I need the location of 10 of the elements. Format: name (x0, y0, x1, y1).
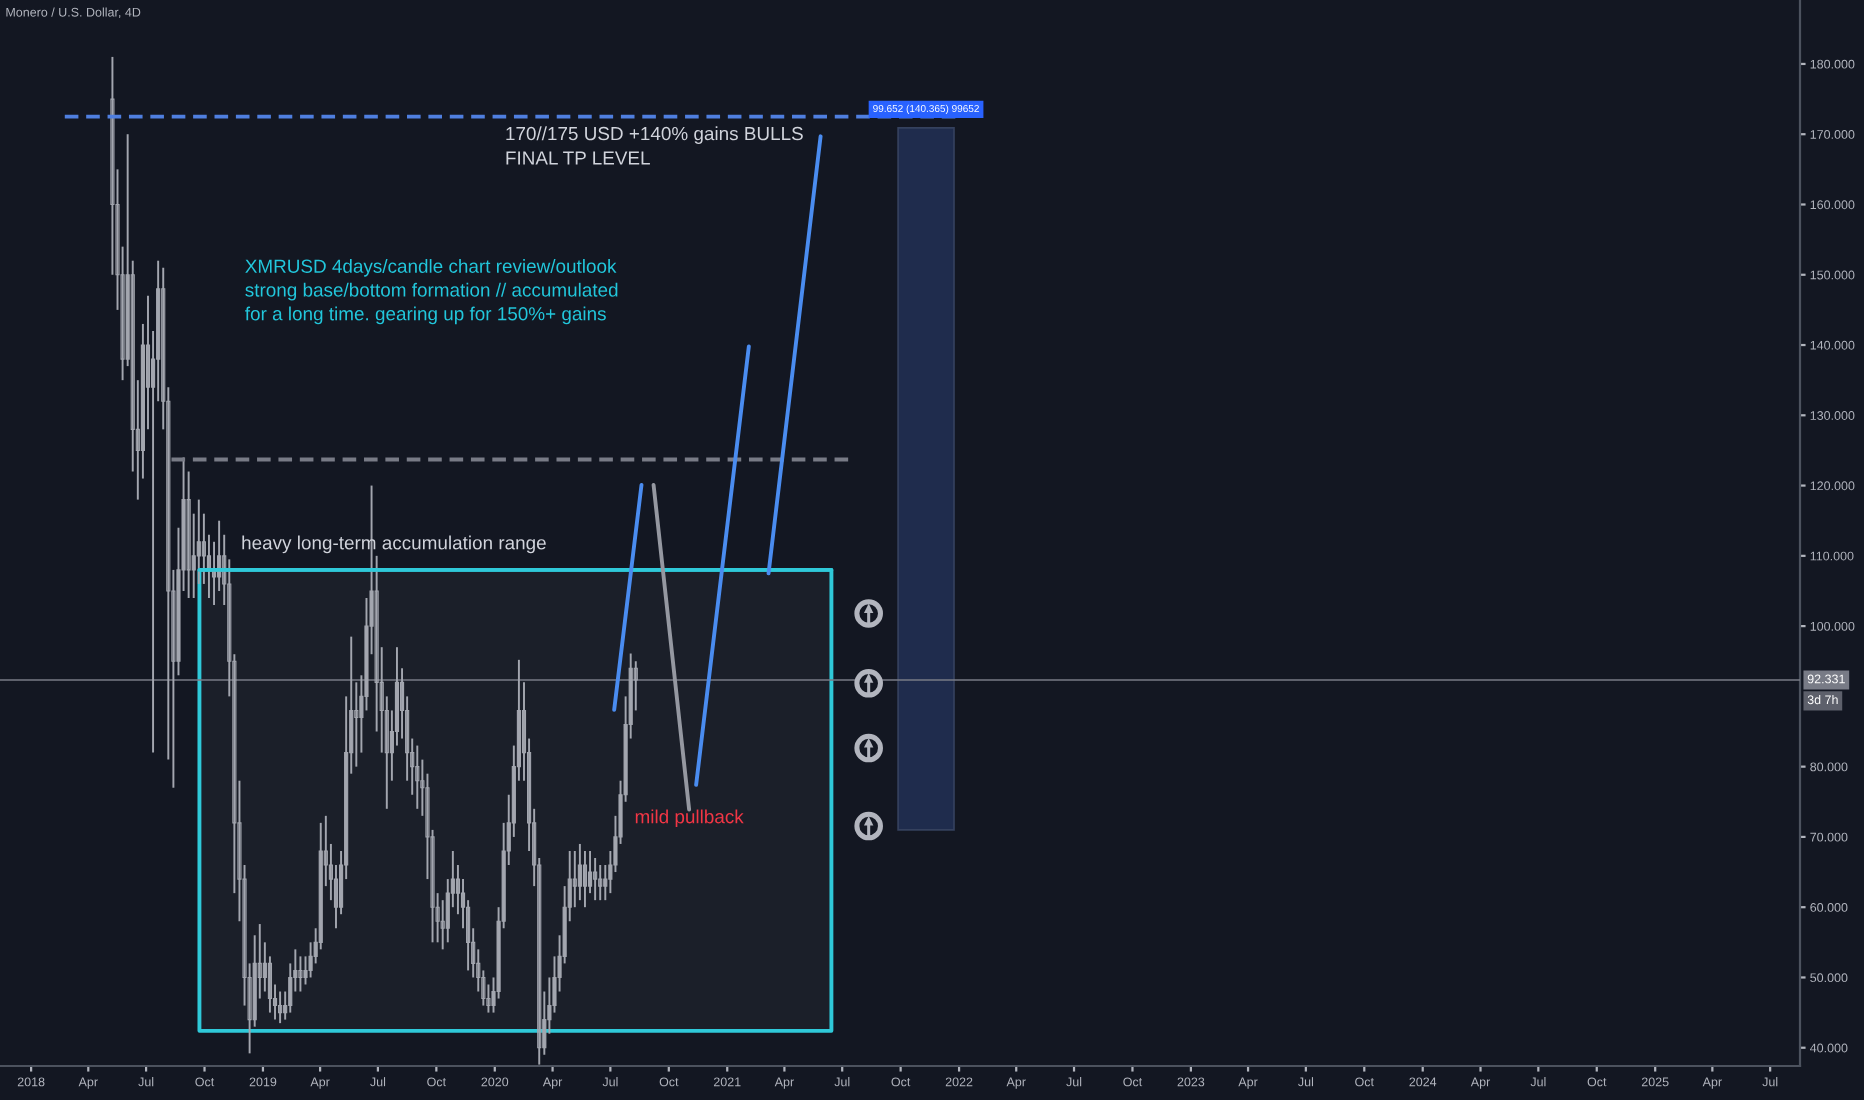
annotation: mild pullback (635, 809, 744, 828)
annotation: XMRUSD 4days/candle chart review/outlook strong base/bottom formation // accumulated for a long time. gearing up for 150%+ gains (245, 259, 618, 325)
candlestick (582, 850, 588, 909)
candlestick (415, 744, 420, 810)
candlestick (577, 842, 582, 902)
annotation: 170//175 USD +140% gains BULLS FINAL TP LEVEL (506, 126, 803, 165)
candlestick (278, 990, 283, 1025)
candlestick (598, 864, 603, 902)
candlestick (298, 955, 303, 993)
candlestick (593, 857, 598, 902)
